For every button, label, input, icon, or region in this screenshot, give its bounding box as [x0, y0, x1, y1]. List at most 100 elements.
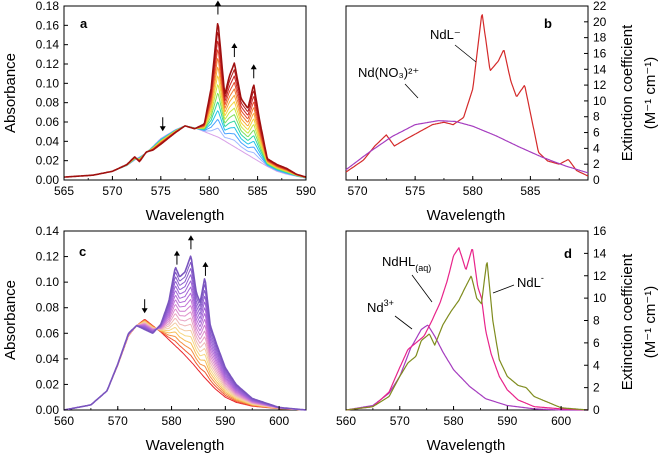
y-tick-label: 8 [593, 314, 600, 328]
y-tick-label: 14 [593, 62, 607, 76]
annotation-label-sup: - [541, 273, 544, 283]
x-tick-label: 590 [497, 414, 517, 428]
x-tick-label: 600 [269, 414, 289, 428]
y-tick-label: 0.10 [36, 76, 60, 90]
annotation-label: Nd(NO₃)²⁺ [358, 65, 419, 80]
y-tick-label: 0.18 [36, 0, 60, 13]
y-axis-title: Absorbance [2, 53, 19, 133]
spectrum-line [63, 313, 307, 411]
arrow-head [141, 308, 148, 314]
annotation-leader [404, 83, 419, 99]
spectrum-line [63, 255, 307, 411]
y-tick-label: 6 [593, 336, 600, 350]
x-axis-title: Wavelength [427, 207, 506, 224]
spectrum-line [63, 304, 307, 411]
spectrum-line [63, 308, 307, 411]
arrow-head [159, 126, 166, 132]
y-tick-label: 10 [593, 291, 607, 305]
y-tick-label: 0.02 [36, 154, 60, 168]
y-tick-label: 0.04 [36, 352, 60, 366]
x-tick-label: 570 [102, 184, 122, 198]
series-line [345, 14, 589, 177]
x-axis-title: Wavelength [146, 437, 225, 454]
spectrum-line [63, 125, 307, 179]
y-tick-label: 4 [593, 358, 600, 372]
arrow-head [250, 64, 257, 70]
series-line [345, 120, 589, 174]
y-axis-title: Extinction coefficient [619, 253, 636, 390]
x-tick-label: 570 [348, 184, 368, 198]
x-axis-title: Wavelength [427, 437, 506, 454]
y-tick-label: 12 [593, 78, 607, 92]
plot-frame [63, 230, 307, 411]
y-tick-label: 22 [593, 0, 607, 13]
y-tick-label: 18 [593, 31, 607, 45]
annotation-leader [454, 44, 477, 63]
plot-area [63, 0, 307, 179]
y-tick-label: 0.08 [36, 96, 60, 110]
y-tick-label: 8 [593, 110, 600, 124]
y-tick-label: 4 [593, 141, 600, 155]
y-tick-label: 16 [593, 224, 607, 238]
y-tick-label: 0.14 [36, 224, 60, 238]
annotation-label-text: NdL⁻ [430, 27, 461, 42]
x-tick-label: 590 [215, 414, 235, 428]
series-line [345, 324, 588, 411]
x-tick-label: 570 [390, 414, 410, 428]
annotation-ndhl: NdHL(aq) [382, 254, 433, 303]
spectrum-line [63, 49, 307, 178]
arrow-head [214, 0, 221, 6]
arrow-head [187, 235, 194, 241]
ticks: 560 570 580 590 600 0 2 4 6 8 10 12 14 16 [336, 224, 607, 428]
annotation-nd3: Nd3+ [367, 298, 413, 330]
annotation-nd-nitrate: Nd(NO₃)²⁺ [358, 65, 419, 99]
y-tick-label: 0.04 [36, 134, 60, 148]
x-tick-label: 580 [199, 184, 219, 198]
spectrum-line [63, 274, 307, 411]
plot-area [63, 235, 307, 411]
ticks: 565 570 575 580 585 590 0.00 0.02 0.04 0.06 0.08 0.… [36, 0, 317, 198]
y-tick-label: 0.02 [36, 377, 60, 391]
spectrum-line [63, 23, 307, 178]
plot-frame [345, 5, 589, 181]
panel-letter: d [564, 246, 572, 261]
panel-d: 560 570 580 590 600 0 2 4 6 8 10 12 14 16 d Wavelengt… [336, 224, 659, 454]
y-tick-label: 0.00 [36, 403, 60, 417]
y-tick-label: 0.12 [36, 57, 60, 71]
annotation-leader [411, 274, 433, 303]
annotation-label-text: NdL [517, 275, 541, 290]
panel-letter: a [80, 16, 88, 31]
x-tick-label: 590 [296, 184, 316, 198]
spectrum-line [63, 40, 307, 178]
plot-area [345, 14, 589, 177]
series-line [345, 262, 589, 411]
x-tick-label: 585 [520, 184, 540, 198]
y-tick-label: 0 [593, 173, 600, 187]
annotation-label-sup: 3+ [384, 298, 394, 308]
panel-c: 560 570 580 590 600 0.00 0.02 0.04 0.06 0.08 0.10 0… [2, 224, 307, 454]
spectrum-line [63, 119, 307, 179]
y-tick-label: 0 [593, 403, 600, 417]
plot-area [345, 247, 589, 411]
x-tick-label: 580 [463, 184, 483, 198]
y-tick-label: 20 [593, 15, 607, 29]
y-tick-label: 14 [593, 246, 607, 260]
annotation-leader [394, 315, 413, 330]
spectrum-line [63, 32, 307, 178]
x-tick-label: 580 [444, 414, 464, 428]
annotation-label-text: NdHL [382, 254, 415, 269]
y-tick-label: 0.08 [36, 301, 60, 315]
y-axis-title: Absorbance [2, 280, 19, 360]
x-tick-label: 560 [336, 414, 356, 428]
x-tick-label: 600 [551, 414, 571, 428]
annotation-label: NdL- [517, 273, 544, 290]
y-tick-label: 0.00 [36, 173, 60, 187]
y-tick-label: 16 [593, 46, 607, 60]
x-tick-label: 575 [151, 184, 171, 198]
y-tick-label: 0.14 [36, 38, 60, 52]
panel-a: 565 570 575 580 585 590 0.00 0.02 0.04 0.06 0.08 0.… [2, 0, 316, 224]
y-tick-label: 6 [593, 126, 600, 140]
